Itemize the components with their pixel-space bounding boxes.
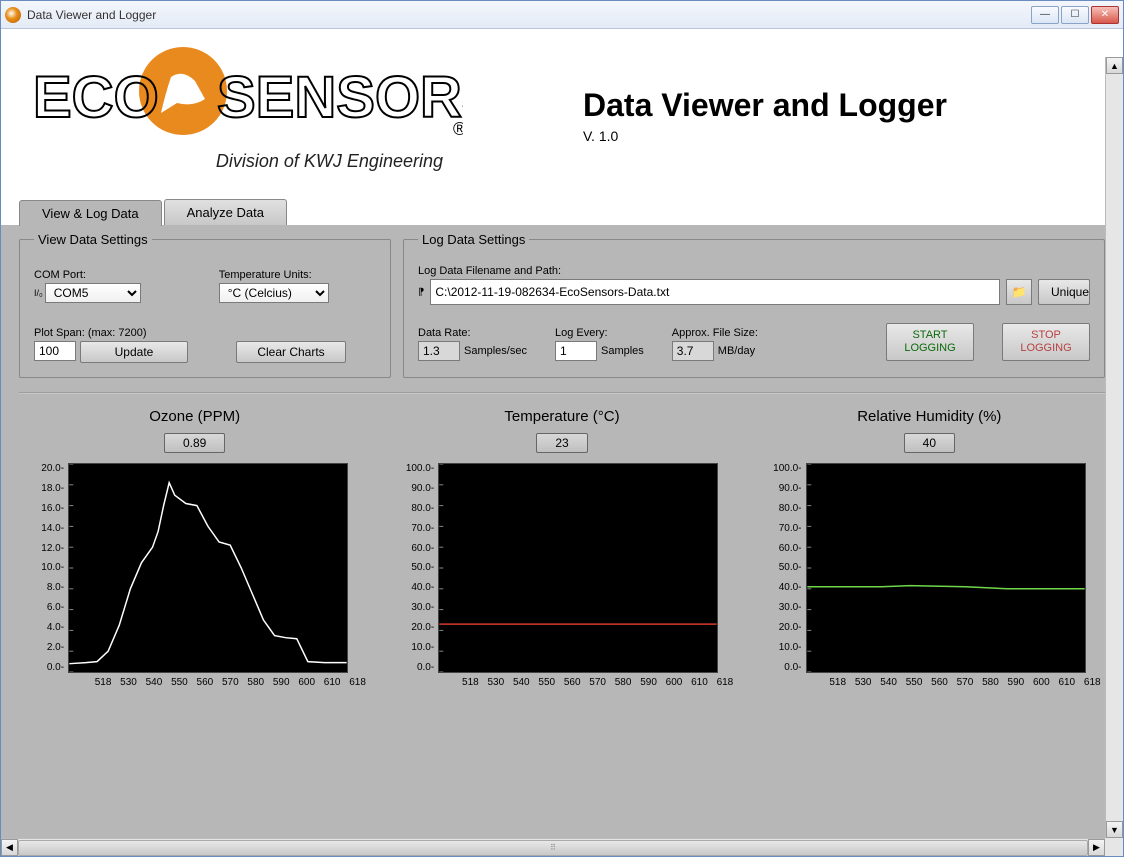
file-size-units: MB/day <box>718 345 755 357</box>
stop-logging-button[interactable]: STOP LOGGING <box>1002 323 1090 361</box>
log-every-units: Samples <box>601 345 644 357</box>
temperature-chart: Temperature (°C) 23 100.0-90.0-80.0-70.0… <box>386 408 737 688</box>
window-title: Data Viewer and Logger <box>27 8 156 22</box>
main-panel: View Data Settings COM Port: I/₀ COM5 <box>1 225 1123 706</box>
log-data-settings: Log Data Settings Log Data Filename and … <box>403 239 1105 378</box>
humidity-title: Relative Humidity (%) <box>857 408 1001 425</box>
close-button[interactable]: ✕ <box>1091 6 1119 24</box>
folder-icon: 📁 <box>1012 285 1027 299</box>
view-data-settings: View Data Settings COM Port: I/₀ COM5 <box>19 239 391 378</box>
logo: ECO SENSORS ® Division of KWJ Engineerin… <box>33 47 463 172</box>
temperature-plot <box>438 463 718 673</box>
humidity-plot <box>806 463 1086 673</box>
log-every-input[interactable] <box>555 341 597 361</box>
humidity-x-labels: 518530540550560570580590600610618 <box>825 677 1105 688</box>
com-port-select[interactable]: COM5 <box>45 283 141 303</box>
ozone-x-labels: 518530540550560570580590600610618 <box>90 677 370 688</box>
divider <box>19 392 1105 394</box>
ozone-readout: 0.89 <box>164 433 225 453</box>
humidity-y-labels: 100.0-90.0-80.0-70.0-60.0-50.0-40.0-30.0… <box>773 463 805 673</box>
header: ECO SENSORS ® Division of KWJ Engineerin… <box>1 29 1123 197</box>
temperature-title: Temperature (°C) <box>504 408 619 425</box>
scroll-corner <box>1105 838 1123 856</box>
ozone-chart: Ozone (PPM) 0.89 20.0-18.0-16.0-14.0-12.… <box>19 408 370 688</box>
charts-row: Ozone (PPM) 0.89 20.0-18.0-16.0-14.0-12.… <box>19 408 1105 688</box>
application-window: Data Viewer and Logger — ☐ ✕ ECO SENSORS… <box>0 0 1124 857</box>
temp-units-label: Temperature Units: <box>219 269 329 281</box>
filename-label: Log Data Filename and Path: <box>418 265 1090 277</box>
logo-subtitle: Division of KWJ Engineering <box>33 151 443 172</box>
plot-span-label: Plot Span: (max: 7200) <box>34 327 188 339</box>
data-rate-value <box>418 341 460 361</box>
temperature-x-labels: 518530540550560570580590600610618 <box>458 677 738 688</box>
maximize-button[interactable]: ☐ <box>1061 6 1089 24</box>
log-every-label: Log Every: <box>555 327 644 339</box>
tab-view-log[interactable]: View & Log Data <box>19 200 162 226</box>
ozone-y-labels: 20.0-18.0-16.0-14.0-12.0-10.0-8.0-6.0-4.… <box>41 463 68 673</box>
log-settings-legend: Log Data Settings <box>418 232 529 247</box>
browse-button[interactable]: 📁 <box>1006 279 1032 305</box>
vertical-scrollbar[interactable]: ▲ ▼ <box>1105 57 1123 838</box>
clear-charts-button[interactable]: Clear Charts <box>236 341 346 363</box>
app-icon <box>5 7 21 23</box>
ozone-title: Ozone (PPM) <box>149 408 240 425</box>
scroll-up-icon[interactable]: ▲ <box>1106 57 1123 74</box>
svg-text:SENSORS: SENSORS <box>217 65 463 130</box>
humidity-chart: Relative Humidity (%) 40 100.0-90.0-80.0… <box>754 408 1105 688</box>
app-version: V. 1.0 <box>583 128 947 144</box>
file-size-label: Approx. File Size: <box>672 327 758 339</box>
scroll-right-icon[interactable]: ▶ <box>1088 839 1105 856</box>
scroll-left-icon[interactable]: ◀ <box>1 839 18 856</box>
tab-analyze[interactable]: Analyze Data <box>164 199 287 225</box>
app-title: Data Viewer and Logger <box>583 87 947 124</box>
titlebar: Data Viewer and Logger — ☐ ✕ <box>1 1 1123 29</box>
start-logging-button[interactable]: START LOGGING <box>886 323 974 361</box>
io-icon: I/₀ <box>34 288 43 298</box>
humidity-readout: 40 <box>904 433 955 453</box>
minimize-button[interactable]: — <box>1031 6 1059 24</box>
tab-bar: View & Log Data Analyze Data <box>1 197 1123 225</box>
data-rate-units: Samples/sec <box>464 345 527 357</box>
temperature-readout: 23 <box>536 433 587 453</box>
data-rate-label: Data Rate: <box>418 327 527 339</box>
update-button[interactable]: Update <box>80 341 188 363</box>
client-area: ECO SENSORS ® Division of KWJ Engineerin… <box>1 29 1123 856</box>
svg-text:®: ® <box>453 119 463 139</box>
view-settings-legend: View Data Settings <box>34 232 152 247</box>
file-size-value <box>672 341 714 361</box>
path-icon: ⁋ <box>418 287 424 298</box>
temperature-y-labels: 100.0-90.0-80.0-70.0-60.0-50.0-40.0-30.0… <box>406 463 438 673</box>
svg-text:ECO: ECO <box>33 65 159 130</box>
ozone-plot <box>68 463 348 673</box>
header-right: Data Viewer and Logger V. 1.0 <box>583 87 947 144</box>
horizontal-scrollbar[interactable]: ◀ ⠿ ▶ <box>1 838 1105 856</box>
scroll-down-icon[interactable]: ▼ <box>1106 821 1123 838</box>
filename-input[interactable] <box>430 279 1000 305</box>
unique-button[interactable]: Unique <box>1038 279 1090 305</box>
temp-units-select[interactable]: °C (Celcius) <box>219 283 329 303</box>
plot-span-input[interactable] <box>34 341 76 361</box>
com-port-label: COM Port: <box>34 269 141 281</box>
